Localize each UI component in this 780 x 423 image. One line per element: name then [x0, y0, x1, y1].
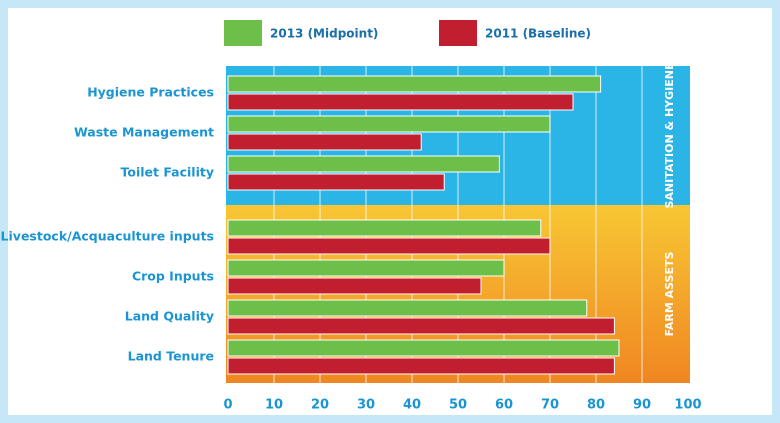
legend-swatch — [439, 20, 477, 46]
category-label: Crop Inputs — [132, 269, 214, 284]
category-label: Livestock/Acquaculture inputs — [1, 229, 214, 244]
bar — [227, 155, 500, 173]
x-tick-label: 70 — [541, 398, 559, 413]
bar — [227, 317, 615, 335]
bar — [227, 237, 551, 255]
bar — [227, 259, 505, 277]
x-tick-label: 40 — [403, 398, 421, 413]
bar — [227, 299, 588, 317]
category-label: Hygiene Practices — [87, 85, 214, 100]
bar — [227, 173, 445, 191]
group-label: SANITATION & HYGIENE — [663, 63, 676, 209]
group-label: FARM ASSETS — [663, 252, 676, 337]
bar — [227, 115, 551, 133]
x-tick-label: 60 — [495, 398, 513, 413]
x-tick-label: 20 — [311, 398, 329, 413]
bar — [227, 277, 482, 295]
x-tick-label: 10 — [265, 398, 283, 413]
x-tick-label: 80 — [587, 398, 605, 413]
bar — [227, 339, 620, 357]
category-label: Toilet Facility — [121, 165, 214, 180]
bar — [227, 357, 615, 375]
x-tick-label: 0 — [223, 398, 232, 413]
bar — [227, 75, 602, 93]
x-tick-label: 30 — [357, 398, 375, 413]
bar — [227, 133, 422, 151]
legend-label: 2011 (Baseline) — [485, 27, 591, 41]
x-tick-label: 100 — [674, 398, 701, 413]
category-label: Waste Management — [74, 125, 214, 140]
x-tick-label: 90 — [633, 398, 651, 413]
category-label: Land Tenure — [128, 349, 214, 364]
bar — [227, 93, 574, 111]
legend-label: 2013 (Midpoint) — [270, 27, 378, 41]
category-label: Land Quality — [125, 309, 214, 324]
bar — [227, 219, 542, 237]
legend-swatch — [224, 20, 262, 46]
x-tick-label: 50 — [449, 398, 467, 413]
